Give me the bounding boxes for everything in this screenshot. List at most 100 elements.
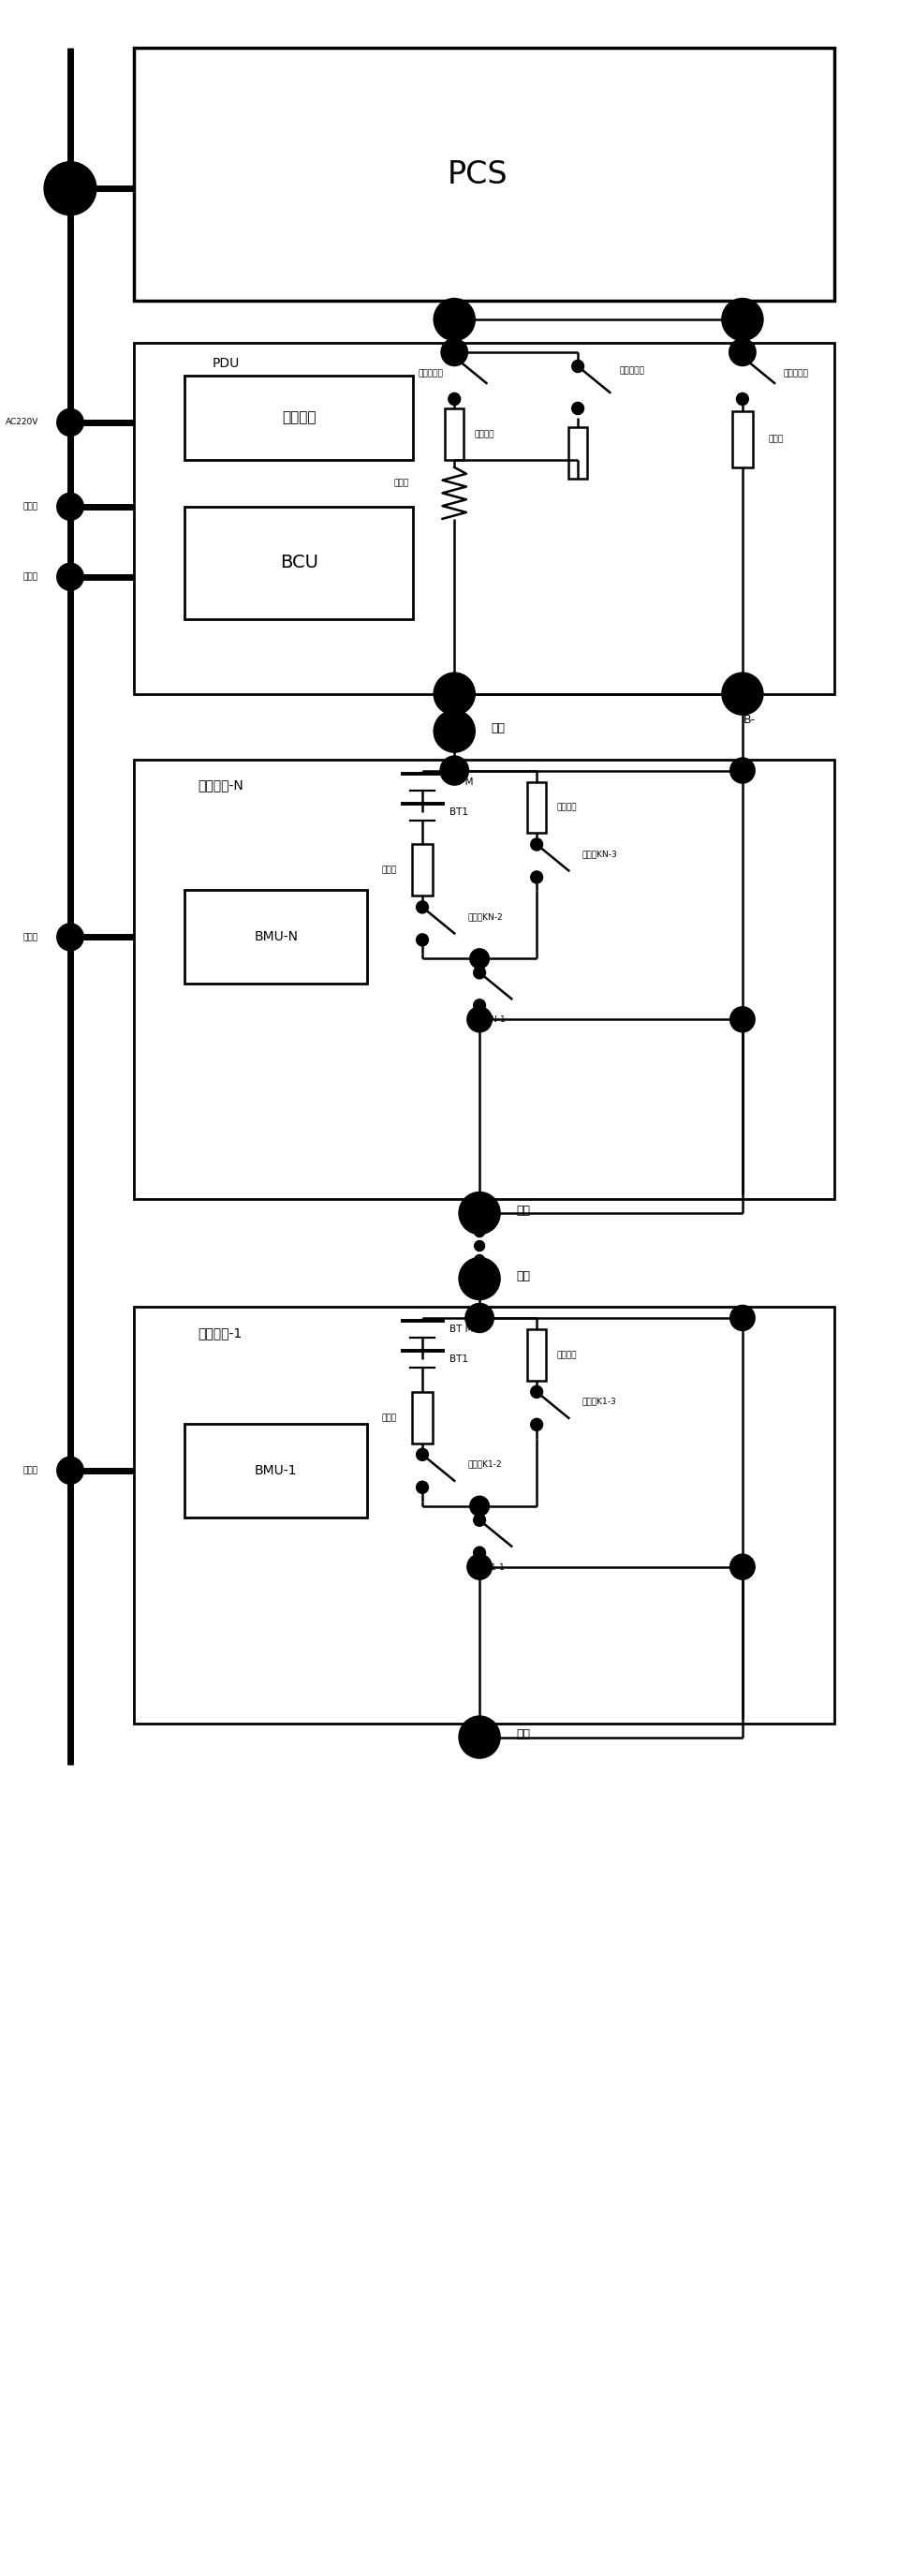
Bar [134,760,834,1198]
Bar [184,1425,367,1517]
Bar [134,49,834,301]
Circle shape [572,402,583,415]
Circle shape [722,299,762,340]
Text: AC220V: AC220V [5,417,38,428]
Bar [184,507,414,618]
Text: 通信口: 通信口 [23,502,38,510]
Circle shape [475,1255,484,1265]
Circle shape [441,757,468,786]
Circle shape [474,999,485,1010]
Circle shape [58,564,83,590]
Text: 正极: 正极 [516,1270,530,1283]
Text: 总正继电器: 总正继电器 [418,368,444,379]
Text: 继电器K1-3: 继电器K1-3 [582,1396,617,1406]
Circle shape [459,1193,499,1234]
Circle shape [531,1419,542,1430]
Circle shape [417,902,428,912]
Text: 开关电源: 开关电源 [282,410,316,425]
Circle shape [417,1448,428,1461]
Text: 继电器KN-3: 继电器KN-3 [582,850,618,858]
Text: 电池模组-N: 电池模组-N [198,778,244,791]
Circle shape [730,1306,754,1329]
Text: 预充电阱: 预充电阱 [557,1350,577,1360]
Text: BMU-N: BMU-N [254,930,298,943]
Bar [184,891,367,984]
Circle shape [58,925,83,951]
Text: P+: P+ [446,343,463,353]
Circle shape [730,1007,754,1030]
Text: BT M: BT M [450,778,474,786]
Circle shape [531,871,542,884]
Circle shape [435,711,475,752]
Circle shape [58,410,83,435]
Text: P-: P- [741,343,752,353]
Text: 继电器K1-1: 继电器K1-1 [470,1564,505,1571]
Circle shape [474,1548,485,1558]
Circle shape [435,672,475,714]
Circle shape [722,672,762,714]
Circle shape [737,350,748,363]
Circle shape [417,935,428,945]
Text: PCS: PCS [447,160,508,191]
Text: 总负继电器: 总负继电器 [783,368,809,379]
Bar [732,412,752,466]
Bar [413,1391,433,1443]
Circle shape [729,340,755,366]
Bar [413,845,433,896]
Circle shape [531,840,542,850]
Text: 继电器KN-1: 继电器KN-1 [470,1015,506,1023]
Text: 通信口: 通信口 [23,933,38,940]
Circle shape [449,394,460,404]
Circle shape [474,966,485,979]
Circle shape [470,948,488,969]
Text: 负极: 负极 [516,1203,530,1216]
Text: 预充继电器: 预充继电器 [619,366,645,376]
Circle shape [449,350,460,363]
Circle shape [417,1481,428,1494]
Text: B-: B- [744,714,756,726]
Circle shape [467,1007,491,1030]
Text: 预充电阱: 预充电阱 [557,804,577,811]
Circle shape [730,1556,754,1579]
Circle shape [730,757,754,783]
Text: 负极: 负极 [516,1728,530,1741]
Circle shape [531,1386,542,1399]
Text: 正极: 正极 [491,721,505,734]
Circle shape [442,340,467,366]
Text: PDU: PDU [212,358,239,371]
Circle shape [459,1257,499,1298]
Circle shape [470,1497,488,1515]
Circle shape [435,299,475,340]
Text: 熔断器: 熔断器 [768,435,783,443]
Text: 继电器KN-2: 继电器KN-2 [468,912,503,920]
Circle shape [737,394,748,404]
Text: BMU-1: BMU-1 [255,1463,298,1476]
Bar [446,410,464,461]
Bar [134,343,834,693]
Bar [528,1329,546,1381]
Circle shape [58,495,83,520]
Bar [134,1306,834,1723]
Circle shape [475,1242,484,1249]
Circle shape [467,1556,491,1579]
Text: 电池模组-1: 电池模组-1 [198,1327,243,1340]
Text: B+: B+ [446,714,464,726]
Text: BCU: BCU [279,554,318,572]
Text: BT1: BT1 [450,1355,468,1363]
Text: 继电器K1-2: 继电器K1-2 [468,1461,502,1468]
Circle shape [466,1303,493,1332]
Bar [528,781,546,832]
Text: 熔断器: 熔断器 [382,866,397,873]
Text: 熔断器: 熔断器 [382,1414,397,1422]
Text: 通信口: 通信口 [23,572,38,582]
Circle shape [58,1458,83,1484]
Bar [569,428,587,479]
Text: 预充电阱: 预充电阱 [475,430,495,438]
Circle shape [474,1515,485,1525]
Text: BT1: BT1 [450,806,468,817]
Text: 分流器: 分流器 [394,479,409,487]
Text: 通信口: 通信口 [23,1466,38,1473]
Bar [184,376,414,461]
Text: BT M: BT M [450,1324,474,1334]
Circle shape [475,1226,484,1236]
